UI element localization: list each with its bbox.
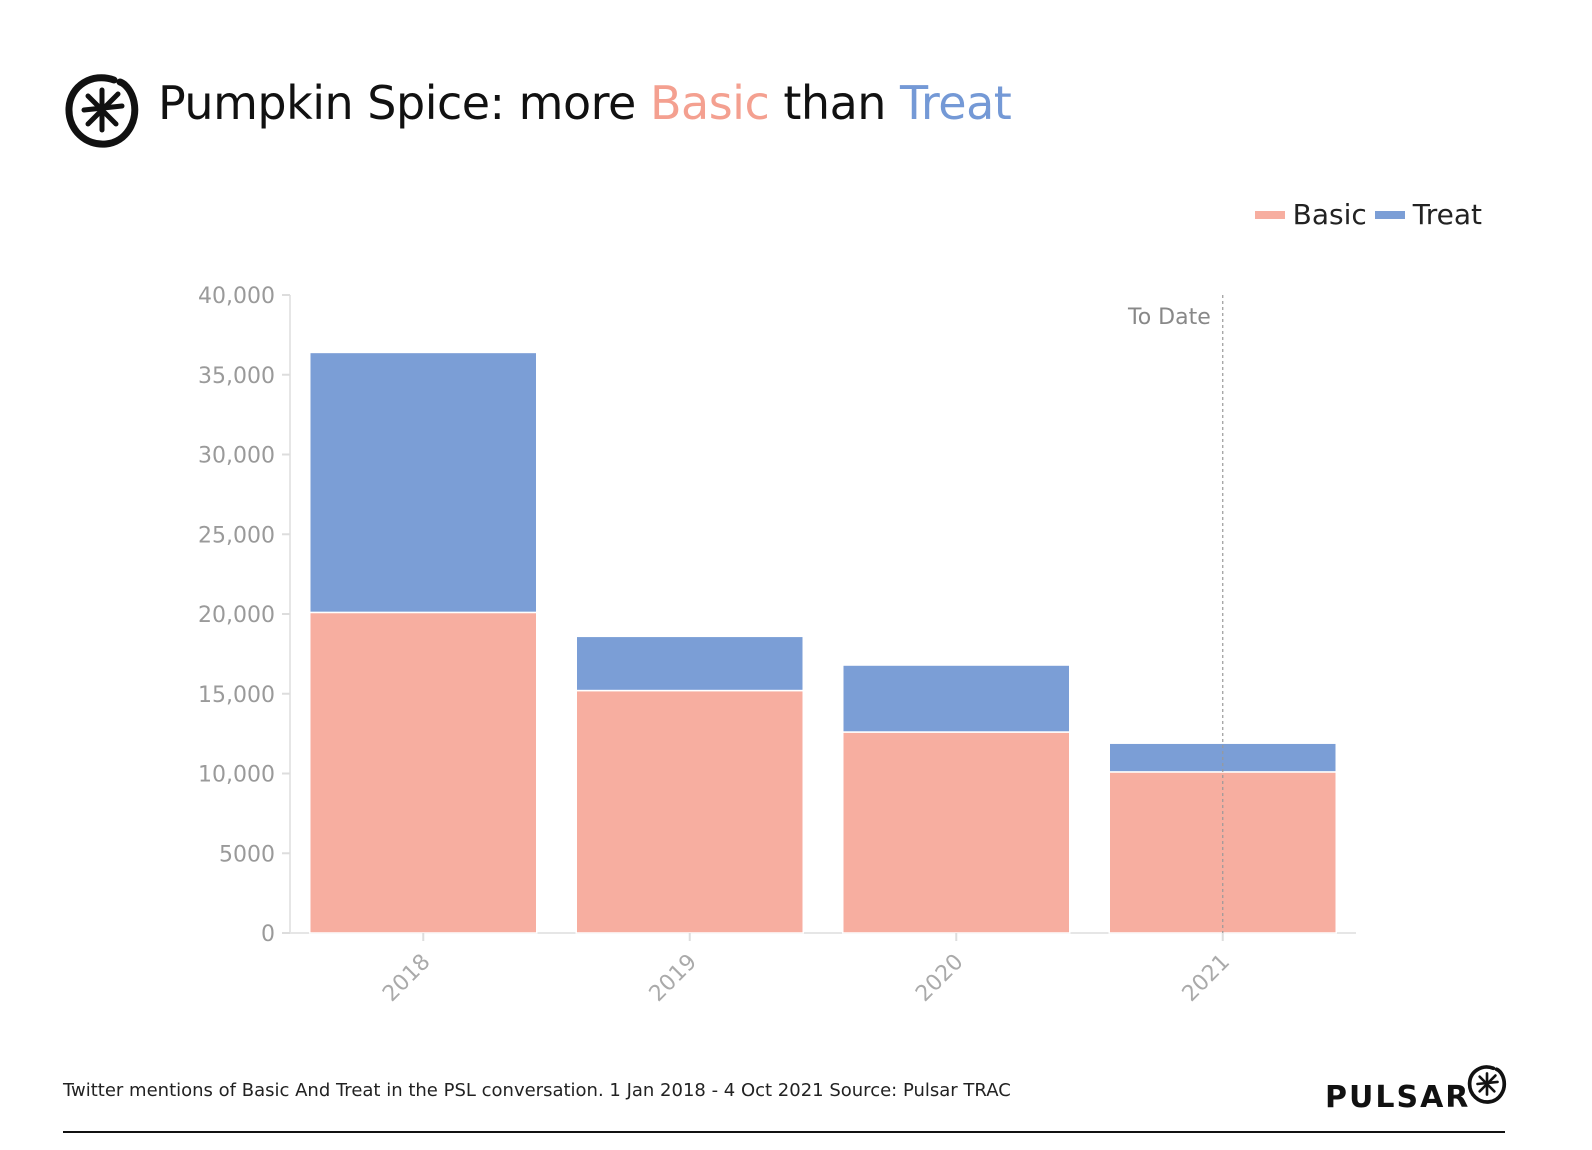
y-tick-label: 40,000 (198, 284, 275, 309)
title-middle: than (769, 76, 901, 130)
y-tick-label: 35,000 (198, 364, 275, 389)
y-tick-label: 30,000 (198, 444, 275, 469)
y-tick-label: 0 (261, 922, 275, 947)
legend: Basic Treat (1254, 198, 1482, 231)
y-tick-label: 5000 (219, 842, 275, 867)
x-tick-label: 2019 (645, 950, 702, 1007)
x-tick-label: 2020 (911, 950, 968, 1007)
title-basic: Basic (649, 76, 770, 130)
pulsar-logo-icon (65, 74, 139, 148)
pulsar-brand-icon (1467, 1065, 1507, 1104)
y-tick-label: 15,000 (198, 683, 275, 708)
legend-swatch-treat (1374, 210, 1405, 219)
bar-treat-2020 (842, 664, 1071, 733)
stacked-bar-chart: 0 5000 10,000 15,000 20,000 25,000 30,000 35,00… (198, 284, 1356, 1007)
x-tick-label: 2018 (378, 950, 435, 1007)
bar-basic-2019 (575, 689, 804, 934)
legend-label-basic: Basic (1292, 198, 1367, 231)
bar-basic-2018 (309, 611, 538, 934)
footer-source: Twitter mentions of Basic And Treat in t… (63, 1080, 1011, 1101)
title-prefix: Pumpkin Spice: more (158, 76, 650, 130)
legend-label-treat: Treat (1412, 198, 1482, 231)
bar-treat-2019 (575, 635, 804, 692)
x-tick-label: 2021 (1178, 950, 1235, 1007)
legend-swatch-basic (1254, 210, 1285, 219)
to-date-label: To Date (1127, 305, 1211, 330)
title-treat: Treat (900, 76, 1012, 130)
bar-basic-2020 (842, 731, 1071, 934)
bar-treat-2018 (309, 351, 538, 614)
footer-divider (63, 1131, 1505, 1133)
bar-basic-2021 (1108, 771, 1337, 934)
y-tick-label: 10,000 (198, 763, 275, 788)
chart-title: Pumpkin Spice: more Basic than Treat (158, 76, 1012, 130)
y-tick-label: 25,000 (198, 523, 275, 548)
y-tick-label: 20,000 (198, 603, 275, 628)
brand-wordmark: PULSAR (1325, 1080, 1471, 1115)
